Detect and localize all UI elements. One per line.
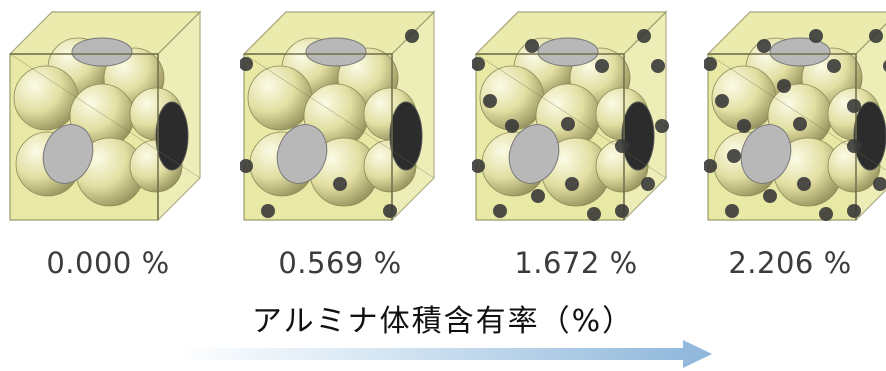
sphere-cut-face-dark: [389, 101, 423, 171]
alumina-particle: [483, 94, 497, 108]
cube-edge: [244, 53, 393, 220]
cube-edge: [10, 53, 159, 220]
alumina-particle: [763, 189, 777, 203]
alumina-particle: [472, 159, 485, 173]
alumina-particle: [704, 159, 717, 173]
alumina-particle: [587, 207, 601, 221]
sphere-cut-face: [276, 124, 328, 184]
alumina-particle: [715, 94, 729, 108]
sphere-cut-face: [42, 124, 94, 184]
sphere-cut-face: [305, 37, 367, 67]
alumina-particle: [561, 117, 575, 131]
alumina-particle: [819, 207, 833, 221]
unit-cell-cube: [8, 10, 202, 222]
alumina-particle: [333, 177, 347, 191]
alumina-particle: [615, 204, 629, 218]
increase-arrow-icon: [178, 340, 712, 368]
alumina-particle: [725, 204, 739, 218]
unit-cell-cube: [472, 10, 669, 222]
alumina-particle: [827, 59, 841, 73]
unit-cell-cube: [240, 10, 436, 222]
alumina-particle: [493, 204, 507, 218]
alumina-particle: [637, 29, 651, 43]
alumina-particle: [809, 29, 823, 43]
alumina-particle: [405, 29, 419, 43]
cube-panel-2: [240, 6, 440, 226]
cube-diagonal: [707, 53, 886, 171]
cube-edge: [708, 53, 857, 220]
volume-percent-label-2: 0.569 %: [278, 246, 402, 280]
cube-diagonal: [9, 53, 201, 179]
alumina-particle: [505, 119, 519, 133]
alumina-particle: [641, 177, 655, 191]
alumina-particle: [383, 204, 397, 218]
cube-panel-3: [472, 6, 672, 226]
alumina-particle: [847, 204, 861, 218]
alumina-particle: [793, 117, 807, 131]
cube-diagonal: [475, 53, 667, 179]
alumina-particle: [847, 99, 861, 113]
alumina-particle: [240, 159, 253, 173]
alumina-particle: [615, 139, 629, 153]
alumina-particle: [704, 57, 717, 71]
matrix-sphere: [13, 65, 79, 131]
alumina-particle: [883, 60, 886, 72]
alumina-particle: [240, 57, 253, 71]
sphere-cut-face: [71, 37, 133, 67]
alumina-particle: [651, 59, 665, 73]
volume-percent-label-3: 1.672 %: [514, 246, 638, 280]
cube-diagonal: [243, 53, 435, 179]
alumina-particle: [757, 39, 771, 53]
alumina-particle: [777, 79, 791, 93]
alumina-particle: [873, 177, 886, 191]
alumina-particle: [847, 139, 861, 153]
cube-panel-4: [704, 6, 886, 226]
cube-panel-1: [6, 6, 206, 226]
cube-edge: [476, 53, 625, 220]
alumina-particle: [869, 29, 883, 43]
alumina-particle: [655, 119, 669, 133]
sphere-cut-face: [537, 37, 599, 67]
alumina-particle: [525, 39, 539, 53]
axis-title: アルミナ体積含有率（%）: [251, 304, 635, 339]
sphere-cut-face: [769, 37, 831, 67]
volume-percent-label-4: 2.206 %: [728, 246, 852, 280]
alumina-particle: [261, 204, 275, 218]
alumina-particle: [727, 149, 741, 163]
sphere-cut-face-dark: [155, 101, 189, 171]
sphere-cut-face: [740, 124, 792, 184]
volume-percent-label-1: 0.000 %: [46, 246, 170, 280]
alumina-particle: [595, 59, 609, 73]
sphere-cut-face-dark: [621, 101, 655, 171]
alumina-particle: [737, 119, 751, 133]
alumina-particle: [472, 57, 485, 71]
unit-cell-cube: [704, 11, 886, 222]
matrix-sphere: [247, 65, 313, 131]
sphere-cut-face: [508, 124, 560, 184]
sphere-cut-face-dark: [853, 101, 886, 171]
alumina-particle: [797, 177, 811, 191]
alumina-particle: [565, 177, 579, 191]
alumina-particle: [531, 189, 545, 203]
